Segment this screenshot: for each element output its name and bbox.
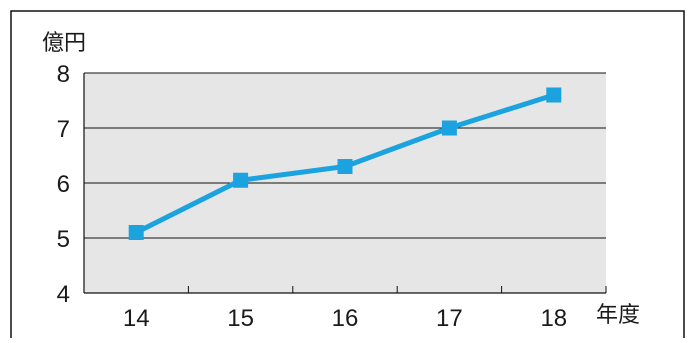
y-tick-label-6: 6 [57,171,70,198]
data-point-16 [337,159,353,174]
data-point-17 [441,120,457,136]
data-point-18 [546,87,562,103]
data-point-15 [233,172,249,188]
y-tick-label-4: 4 [57,281,70,308]
axes [83,73,607,294]
x-tick-label-14: 14 [123,305,150,332]
x-tick-label-18: 18 [540,305,567,332]
y-axis-unit-label: 億円 [42,30,86,55]
x-tick-label-16: 16 [332,305,359,332]
gridlines [84,72,606,239]
y-tick-label-7: 7 [57,116,70,143]
x-axis-unit-label: 年度 [596,302,640,327]
data-series [128,87,562,240]
data-point-14 [128,225,144,240]
outer-border [10,10,685,338]
x-tick-label-17: 17 [436,305,463,332]
y-tick-label-8: 8 [57,61,70,88]
tick-labels: 4 5 6 7 8 14 15 16 17 18 [57,61,568,332]
y-tick-label-5: 5 [57,226,70,253]
x-tick-label-15: 15 [227,305,254,332]
